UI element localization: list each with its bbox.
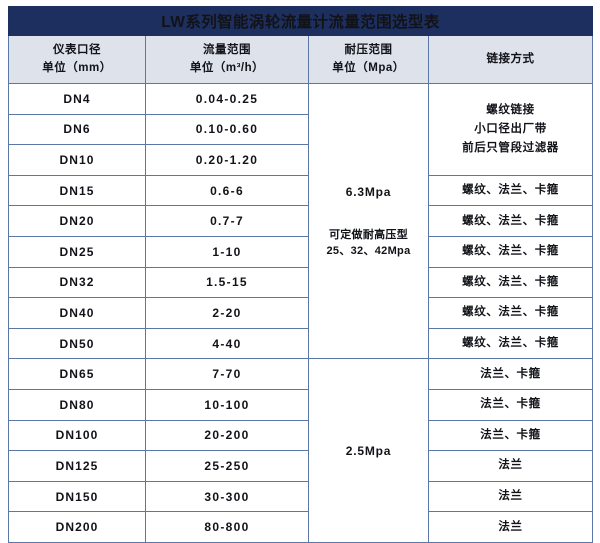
column-header-flow-range: 流量范围 单位（m³/h） (145, 35, 309, 84)
column-header-flow-range-line1: 流量范围 (203, 43, 251, 56)
table-row: DN50 4-40 螺纹、法兰、卡箍 (8, 327, 594, 360)
cell-diameter: DN25 (8, 235, 146, 268)
table-row: DN125 25-250 法兰 (8, 450, 594, 482)
cell-flow-range: 80-800 (145, 511, 309, 543)
table-row: DN4 0.04-0.25 6.3Mpa 可定做耐高压型 25、32、42Mpa… (8, 82, 594, 360)
cell-diameter: DN32 (8, 266, 146, 299)
cell-connection-type: 螺纹、法兰、卡箍 (427, 205, 594, 237)
column-header-diameter: 仪表口径 单位（mm） (8, 35, 146, 84)
table-row: DN6 0.10-0.60 (8, 113, 593, 146)
cell-diameter: DN50 (8, 327, 146, 360)
cell-flow-range: 25-250 (145, 450, 309, 482)
column-header-diameter-line2: 单位（mm） (42, 61, 112, 74)
cell-diameter: DN4 (8, 83, 146, 115)
table-row: DN32 1.5-15 螺纹、法兰、卡箍 (8, 266, 594, 299)
column-header-connection-type-line1: 链接方式 (486, 52, 535, 65)
cell-connection-type: 螺纹、法兰、卡箍 (427, 297, 594, 329)
cell-flow-range: 0.6-6 (145, 174, 309, 207)
connection-line: 法兰 (498, 459, 523, 472)
cell-flow-range: 1-10 (145, 235, 309, 268)
cell-flow-range: 7-70 (145, 358, 309, 390)
pressure-value: 2.5Mpa (345, 443, 392, 458)
table-row: DN25 1-10 螺纹、法兰、卡箍 (8, 235, 594, 268)
connection-line: 螺纹、法兰、卡箍 (462, 245, 559, 258)
cell-flow-range: 0.7-7 (145, 205, 309, 237)
specification-table: LW系列智能涡轮流量计流量范围选型表 仪表口径 单位（mm） 流量范围 单位（m… (7, 6, 594, 543)
table-row: DN40 2-20 螺纹、法兰、卡箍 (8, 297, 594, 329)
pressure-note: 可定做耐高压型 25、32、42Mpa (309, 227, 428, 260)
cell-diameter: DN15 (8, 174, 146, 207)
cell-diameter: DN125 (8, 450, 146, 482)
connection-line: 螺纹链接 (486, 103, 535, 116)
title-row: LW系列智能涡轮流量计流量范围选型表 (7, 6, 594, 36)
cell-flow-range: 20-200 (145, 419, 309, 452)
connection-line: 法兰、卡箍 (480, 428, 541, 441)
cell-connection-type: 螺纹、法兰、卡箍 (427, 327, 594, 360)
cell-connection-type: 螺纹、法兰、卡箍 (427, 266, 594, 299)
connection-line: 前后只管段过滤器 (462, 141, 559, 154)
cell-flow-range: 0.10-0.60 (145, 113, 309, 146)
table-row: DN80 10-100 法兰、卡箍 (8, 388, 594, 421)
connection-line: 螺纹、法兰、卡箍 (462, 306, 559, 319)
column-header-connection-type: 链接方式 (427, 35, 594, 84)
table-row: DN100 20-200 法兰、卡箍 (8, 419, 594, 452)
table-row: DN15 0.6-6 螺纹、法兰、卡箍 (8, 174, 594, 207)
table-row: DN200 80-800 法兰 (8, 511, 594, 543)
connection-line: 法兰、卡箍 (480, 367, 541, 380)
cell-pressure-range: 6.3Mpa 可定做耐高压型 25、32、42Mpa (308, 82, 429, 360)
cell-diameter: DN150 (8, 480, 146, 513)
cell-flow-range: 2-20 (145, 297, 309, 329)
cell-flow-range: 10-100 (145, 388, 309, 421)
connection-line: 螺纹、法兰、卡箍 (462, 275, 559, 288)
cell-flow-range: 30-300 (145, 480, 309, 513)
connection-line: 螺纹、法兰、卡箍 (462, 337, 559, 350)
cell-pressure-range: 2.5Mpa (308, 358, 429, 543)
cell-connection-type: 法兰 (427, 450, 594, 482)
column-header-pressure-range-line1: 耐压范围 (344, 43, 393, 56)
cell-flow-range: 0.20-1.20 (145, 144, 309, 176)
cell-connection-type: 法兰、卡箍 (427, 419, 594, 452)
connection-line: 法兰 (498, 490, 523, 503)
cell-connection-type: 法兰、卡箍 (427, 388, 594, 421)
pressure-value: 6.3Mpa (345, 184, 392, 199)
cell-diameter: DN65 (8, 358, 146, 390)
cell-diameter: DN40 (8, 297, 146, 329)
table-body: LW系列智能涡轮流量计流量范围选型表 仪表口径 单位（mm） 流量范围 单位（m… (7, 6, 594, 543)
table-row: DN10 0.20-1.20 (8, 144, 593, 176)
connection-line: 螺纹、法兰、卡箍 (462, 184, 559, 197)
cell-flow-range: 0.04-0.25 (145, 83, 309, 115)
connection-line: 法兰、卡箍 (480, 398, 541, 411)
cell-connection-type: 法兰 (427, 480, 594, 513)
cell-diameter: DN80 (8, 388, 146, 421)
connection-line: 法兰 (498, 520, 523, 533)
cell-connection-type: 螺纹、法兰、卡箍 (427, 235, 594, 268)
connection-line: 螺纹、法兰、卡箍 (462, 214, 559, 227)
table-row: DN65 7-70 2.5Mpa 法兰、卡箍 (8, 358, 594, 543)
cell-connection-type: 法兰 (427, 511, 594, 543)
connection-line: 小口径出厂带 (474, 122, 547, 135)
table-title: LW系列智能涡轮流量计流量范围选型表 (7, 6, 594, 36)
cell-diameter: DN20 (8, 205, 146, 237)
header-row: 仪表口径 单位（mm） 流量范围 单位（m³/h） 耐压范围 单位（Mpa） 链… (8, 35, 594, 84)
cell-flow-range: 1.5-15 (145, 266, 309, 299)
cell-connection-type: 螺纹、法兰、卡箍 (427, 174, 594, 207)
cell-connection-type: 螺纹链接 小口径出厂带 前后只管段过滤器 (427, 83, 594, 176)
column-header-flow-range-line2: 单位（m³/h） (189, 61, 265, 74)
cell-connection-type: 法兰、卡箍 (427, 358, 594, 390)
table-row: DN20 0.7-7 螺纹、法兰、卡箍 (8, 205, 594, 237)
column-header-pressure-range: 耐压范围 单位（Mpa） (308, 35, 429, 84)
cell-diameter: DN100 (8, 419, 146, 452)
cell-diameter: DN6 (8, 113, 146, 146)
column-header-diameter-line1: 仪表口径 (53, 43, 101, 56)
cell-diameter: DN200 (8, 511, 146, 543)
table-row: DN150 30-300 法兰 (8, 480, 594, 513)
cell-diameter: DN10 (8, 144, 146, 176)
pressure-note-line2: 25、32、42Mpa (326, 245, 411, 258)
cell-flow-range: 4-40 (145, 327, 309, 360)
column-header-pressure-range-line2: 单位（Mpa） (332, 61, 405, 74)
pressure-note-line1: 可定做耐高压型 (328, 228, 409, 241)
